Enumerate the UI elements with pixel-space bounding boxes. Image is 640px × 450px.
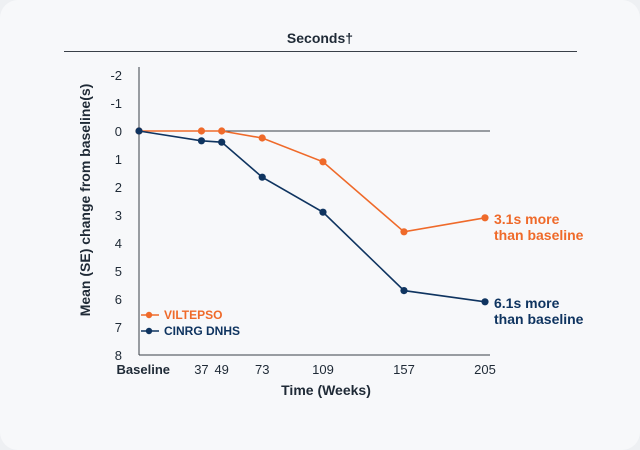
x-tick-label: 49 [214, 362, 228, 377]
y-tick-label: 7 [115, 320, 122, 335]
header-divider [64, 51, 577, 52]
x-tick-label: 37 [194, 362, 208, 377]
data-point [197, 127, 206, 135]
y-tick-label: 2 [115, 180, 122, 195]
x-tick-label: 73 [255, 362, 269, 377]
data-point [135, 127, 143, 135]
data-point [481, 214, 489, 222]
x-tick-label: Baseline [117, 362, 170, 377]
y-tick-label: 4 [115, 236, 122, 251]
y-tick-label: 5 [115, 264, 122, 279]
data-point [218, 127, 226, 135]
y-tick-label: 3 [115, 208, 122, 223]
x-tick-label: 109 [312, 362, 334, 377]
y-tick-label: 8 [115, 348, 122, 363]
x-tick-label: 205 [474, 362, 496, 377]
series-line [138, 130, 486, 303]
end-label: than baseline [494, 311, 584, 327]
data-point [319, 158, 327, 166]
legend-swatch-dot [145, 327, 153, 335]
legend-label: CINRG DNHS [164, 324, 240, 338]
legend-label: VILTEPSO [164, 308, 222, 322]
y-tick-label: -1 [110, 96, 122, 111]
data-point [218, 138, 226, 146]
chart-header-title: Seconds† [286, 30, 354, 46]
end-label: 6.1s more [494, 295, 560, 311]
y-tick-label: 6 [115, 292, 122, 307]
y-tick-label: -2 [110, 68, 122, 83]
x-tick-label: 157 [393, 362, 415, 377]
legend: VILTEPSO CINRG DNHS [141, 308, 240, 338]
y-axis-title: Mean (SE) change from baseline(s) [77, 84, 93, 317]
legend-item: VILTEPSO [141, 308, 222, 322]
data-point [197, 137, 206, 145]
x-axis-title: Time (Weeks) [281, 382, 371, 398]
x-axis: Baseline 37 49 73 109 157 205 [117, 354, 496, 377]
data-point [258, 134, 266, 142]
legend-swatch-dot [145, 311, 153, 319]
data-point [319, 208, 327, 216]
end-label: 3.1s more [494, 211, 560, 227]
end-label: than baseline [494, 227, 584, 243]
data-point [481, 298, 489, 306]
y-tick-label: 1 [115, 152, 122, 167]
data-point [400, 287, 408, 295]
y-axis: -2 -1 0 1 2 3 4 5 6 7 8 [110, 67, 490, 363]
series-line [139, 130, 486, 233]
legend-item: CINRG DNHS [141, 324, 240, 338]
y-tick-label: 0 [115, 124, 122, 139]
data-point [258, 173, 266, 181]
data-point [400, 228, 408, 236]
